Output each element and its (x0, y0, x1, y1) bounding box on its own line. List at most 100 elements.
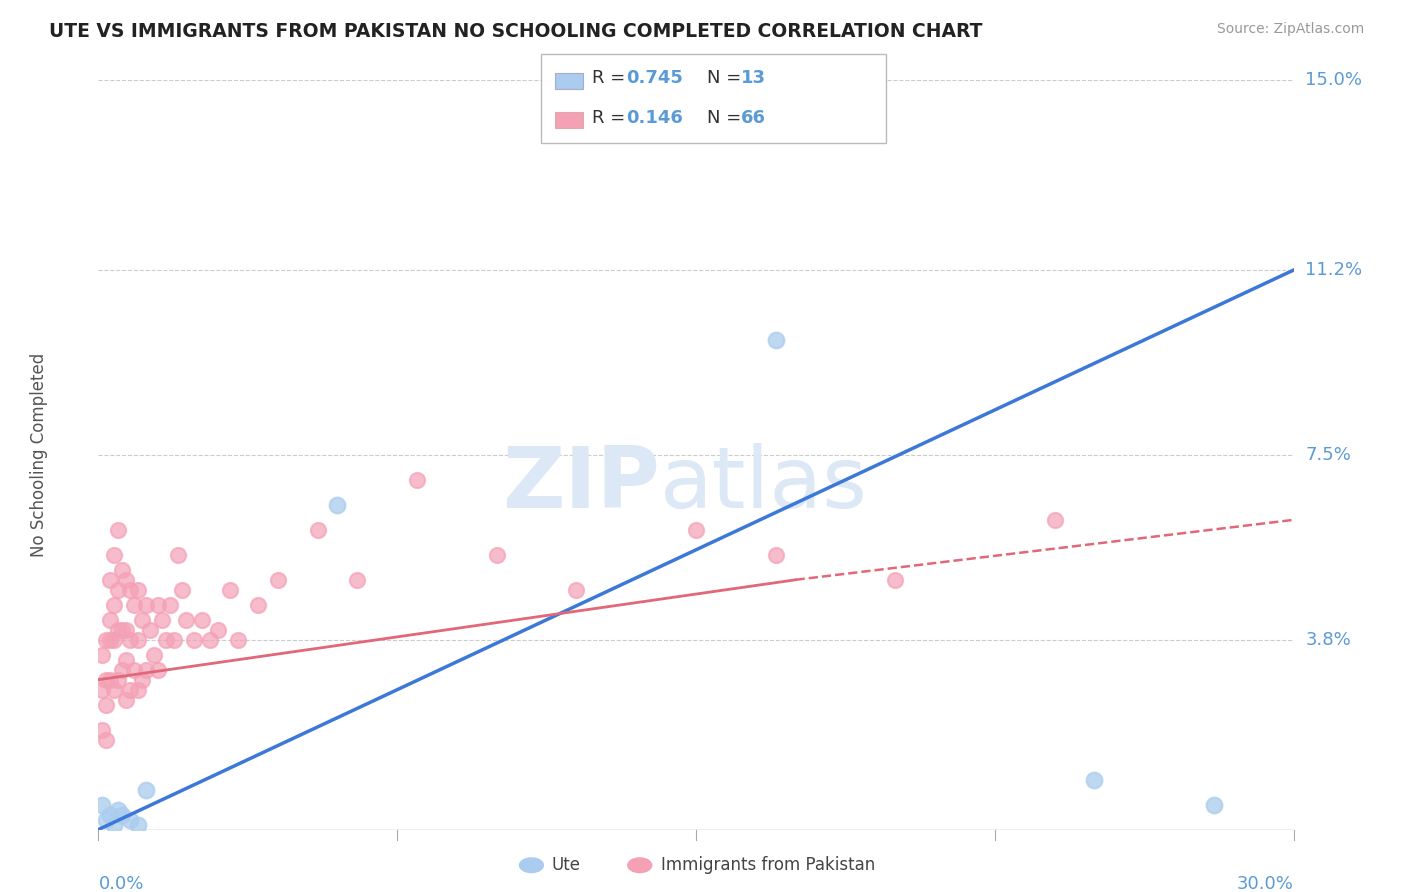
Point (346, 573, 368, 587)
Point (127, 682, 149, 697)
Point (111, 663, 134, 677)
Point (219, 582, 242, 597)
Text: R =: R = (592, 109, 631, 127)
Text: Ute: Ute (551, 856, 581, 874)
Point (120, 632, 142, 647)
Point (148, 663, 170, 677)
Point (1083, 772, 1105, 787)
Point (163, 632, 186, 647)
Point (565, 582, 588, 597)
Point (96, 813, 118, 827)
Point (167, 548, 190, 562)
Point (96, 632, 118, 647)
Point (326, 498, 349, 512)
Point (111, 563, 134, 577)
Point (127, 582, 149, 597)
Point (127, 632, 149, 647)
Point (115, 653, 138, 667)
Point (143, 648, 166, 662)
Point (96, 673, 118, 687)
Point (135, 598, 157, 612)
Point (884, 573, 907, 587)
Text: No Schooling Completed: No Schooling Completed (30, 353, 48, 557)
Point (98, 613, 122, 627)
Point (198, 632, 221, 647)
Point (485, 548, 508, 562)
Point (103, 598, 125, 612)
Text: 0.0%: 0.0% (98, 874, 143, 892)
Point (765, 548, 787, 562)
Text: Immigrants from Pakistan: Immigrants from Pakistan (661, 856, 875, 874)
Point (155, 632, 177, 647)
Point (148, 598, 170, 612)
Point (765, 333, 787, 347)
Point (1043, 513, 1066, 527)
Point (131, 613, 153, 627)
Text: 15.0%: 15.0% (1306, 71, 1362, 89)
Text: 7.5%: 7.5% (1306, 446, 1351, 464)
Point (135, 663, 157, 677)
Point (107, 623, 129, 637)
Point (172, 582, 194, 597)
Text: N =: N = (707, 70, 747, 87)
Point (103, 817, 125, 831)
Point (115, 692, 138, 706)
Text: ZIP: ZIP (502, 443, 661, 526)
Point (174, 613, 197, 627)
Point (115, 573, 138, 587)
Point (124, 663, 146, 677)
Point (124, 598, 146, 612)
Point (127, 817, 149, 831)
Point (685, 523, 707, 537)
Text: 30.0%: 30.0% (1237, 874, 1294, 892)
Point (120, 682, 142, 697)
Text: 11.2%: 11.2% (1306, 261, 1362, 279)
Point (96, 698, 118, 712)
Point (98, 573, 122, 587)
Point (115, 623, 138, 637)
Point (183, 632, 205, 647)
Point (91, 682, 114, 697)
Point (103, 548, 125, 562)
Point (150, 613, 173, 627)
Point (139, 623, 162, 637)
Text: 3.8%: 3.8% (1306, 631, 1351, 648)
Point (98, 807, 122, 822)
Text: 13: 13 (741, 70, 766, 87)
Text: 66: 66 (741, 109, 766, 127)
Point (98, 673, 122, 687)
Point (107, 582, 129, 597)
Point (120, 813, 142, 827)
Point (98, 632, 122, 647)
Point (226, 632, 249, 647)
Text: 0.745: 0.745 (626, 70, 682, 87)
Point (307, 523, 329, 537)
Point (103, 682, 125, 697)
Text: UTE VS IMMIGRANTS FROM PAKISTAN NO SCHOOLING COMPLETED CORRELATION CHART: UTE VS IMMIGRANTS FROM PAKISTAN NO SCHOO… (49, 22, 983, 41)
Text: N =: N = (707, 109, 747, 127)
Text: 0.146: 0.146 (626, 109, 682, 127)
Point (96, 732, 118, 747)
Point (91, 648, 114, 662)
Point (159, 598, 181, 612)
Point (111, 807, 134, 822)
Point (1202, 797, 1225, 812)
Point (91, 797, 114, 812)
Point (207, 623, 229, 637)
Point (107, 673, 129, 687)
Point (111, 623, 134, 637)
Text: atlas: atlas (661, 443, 868, 526)
Point (406, 473, 429, 487)
Point (107, 803, 129, 817)
Point (120, 582, 142, 597)
Point (91, 723, 114, 737)
Text: R =: R = (592, 70, 631, 87)
Point (267, 573, 290, 587)
Point (107, 523, 129, 537)
Text: Source: ZipAtlas.com: Source: ZipAtlas.com (1216, 22, 1364, 37)
Point (135, 782, 157, 797)
Point (191, 613, 214, 627)
Point (246, 598, 269, 612)
Point (131, 673, 153, 687)
Point (103, 632, 125, 647)
